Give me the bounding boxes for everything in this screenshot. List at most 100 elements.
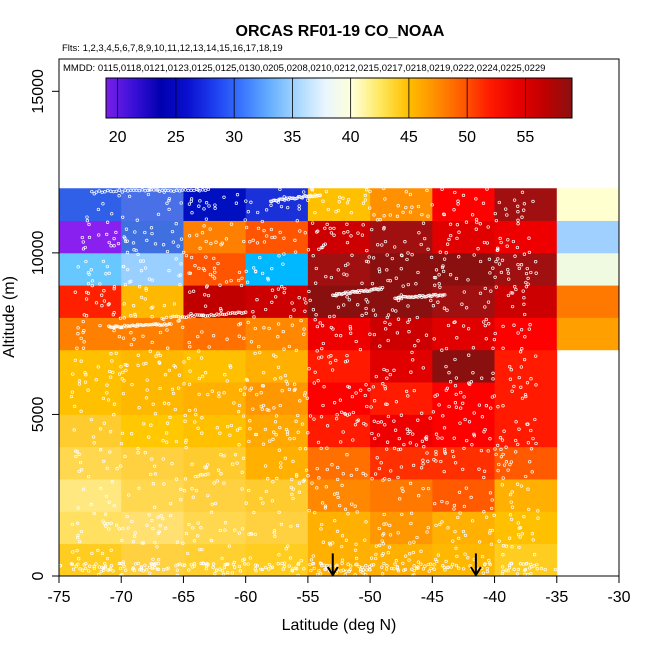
flight-point (134, 248, 138, 253)
flight-point (411, 463, 416, 468)
flight-point (139, 269, 144, 273)
flight-point (502, 463, 507, 467)
flight-point (237, 443, 241, 447)
heatmap-cell (307, 349, 371, 383)
flight-point (121, 526, 125, 531)
flight-point (386, 313, 391, 317)
heatmap-cell (432, 252, 495, 286)
flight-point (519, 385, 523, 389)
flight-point (341, 196, 345, 200)
flight-point (225, 562, 230, 566)
flight-point (317, 356, 321, 360)
flight-point (320, 324, 325, 328)
flight-point (218, 307, 223, 311)
flight-point (472, 434, 477, 438)
flight-point (482, 510, 486, 514)
flight-point (482, 475, 486, 480)
flight-point (144, 286, 148, 291)
flight-point (297, 207, 301, 211)
flight-point (416, 270, 420, 275)
flight-point (105, 391, 109, 395)
flight-point (132, 323, 136, 328)
flight-point (290, 477, 294, 482)
flight-track-points (58, 186, 558, 578)
flight-point (145, 323, 149, 327)
heatmap-cell (370, 349, 433, 383)
flight-point (222, 565, 227, 570)
flight-point (313, 510, 317, 515)
flight-point (158, 386, 162, 391)
flight-point (377, 466, 382, 471)
flight-point (287, 387, 292, 392)
flight-point (353, 548, 358, 552)
flight-point (271, 437, 275, 442)
flight-point (321, 403, 325, 408)
flight-point (94, 562, 98, 566)
flight-point (420, 439, 425, 443)
flight-point (262, 228, 266, 233)
flight-point (454, 405, 459, 409)
flight-point (446, 565, 450, 569)
flight-point (407, 558, 411, 562)
flight-point (223, 521, 228, 525)
flight-point (383, 385, 387, 389)
flight-point (240, 470, 244, 474)
flight-point (370, 431, 374, 436)
heatmap-cell (432, 543, 495, 577)
flight-point (302, 332, 306, 336)
flight-point (73, 290, 77, 294)
flight-point (407, 330, 411, 334)
flight-point (99, 486, 103, 491)
flight-point (394, 559, 399, 563)
flight-point (181, 325, 185, 330)
flight-point (543, 567, 547, 572)
flight-point (299, 558, 303, 563)
flight-point (485, 566, 489, 571)
flight-point (303, 231, 307, 235)
flight-point (345, 222, 349, 226)
flight-point (382, 512, 386, 517)
flight-point (137, 406, 141, 410)
flight-point (496, 405, 500, 409)
flight-point (212, 276, 217, 280)
flight-point (497, 462, 501, 467)
flight-point (375, 456, 379, 460)
flight-point (448, 273, 453, 277)
flight-point (279, 461, 283, 465)
flight-point (373, 436, 377, 441)
flight-point (303, 309, 307, 313)
flight-point (385, 268, 389, 272)
flight-point (248, 388, 252, 392)
flight-point (378, 218, 382, 222)
flight-point (222, 195, 226, 199)
flight-point (285, 382, 290, 386)
flight-point (448, 222, 453, 226)
flight-point (378, 344, 382, 348)
flight-point (442, 426, 447, 430)
flight-point (438, 285, 442, 289)
flight-point (130, 519, 134, 524)
flight-point (167, 207, 171, 212)
flight-point (517, 526, 521, 530)
flight-point (410, 350, 414, 355)
flight-point (355, 562, 359, 566)
flight-point (274, 414, 279, 418)
flight-point (120, 538, 124, 543)
flight-point (292, 308, 296, 312)
flight-point (406, 320, 410, 324)
flight-point (84, 566, 88, 571)
flight-point (370, 227, 374, 232)
flight-point (119, 573, 123, 578)
flight-point (454, 392, 458, 397)
flight-point (318, 193, 322, 197)
heatmap-cell (307, 511, 371, 545)
flight-point (71, 567, 76, 571)
flight-point (264, 565, 268, 570)
flight-point (111, 370, 115, 375)
flight-point (247, 488, 251, 493)
heatmap-cell (59, 382, 122, 415)
flight-point (182, 360, 186, 364)
flight-point (309, 558, 314, 562)
flight-point (115, 324, 119, 328)
flight-point (527, 507, 531, 512)
